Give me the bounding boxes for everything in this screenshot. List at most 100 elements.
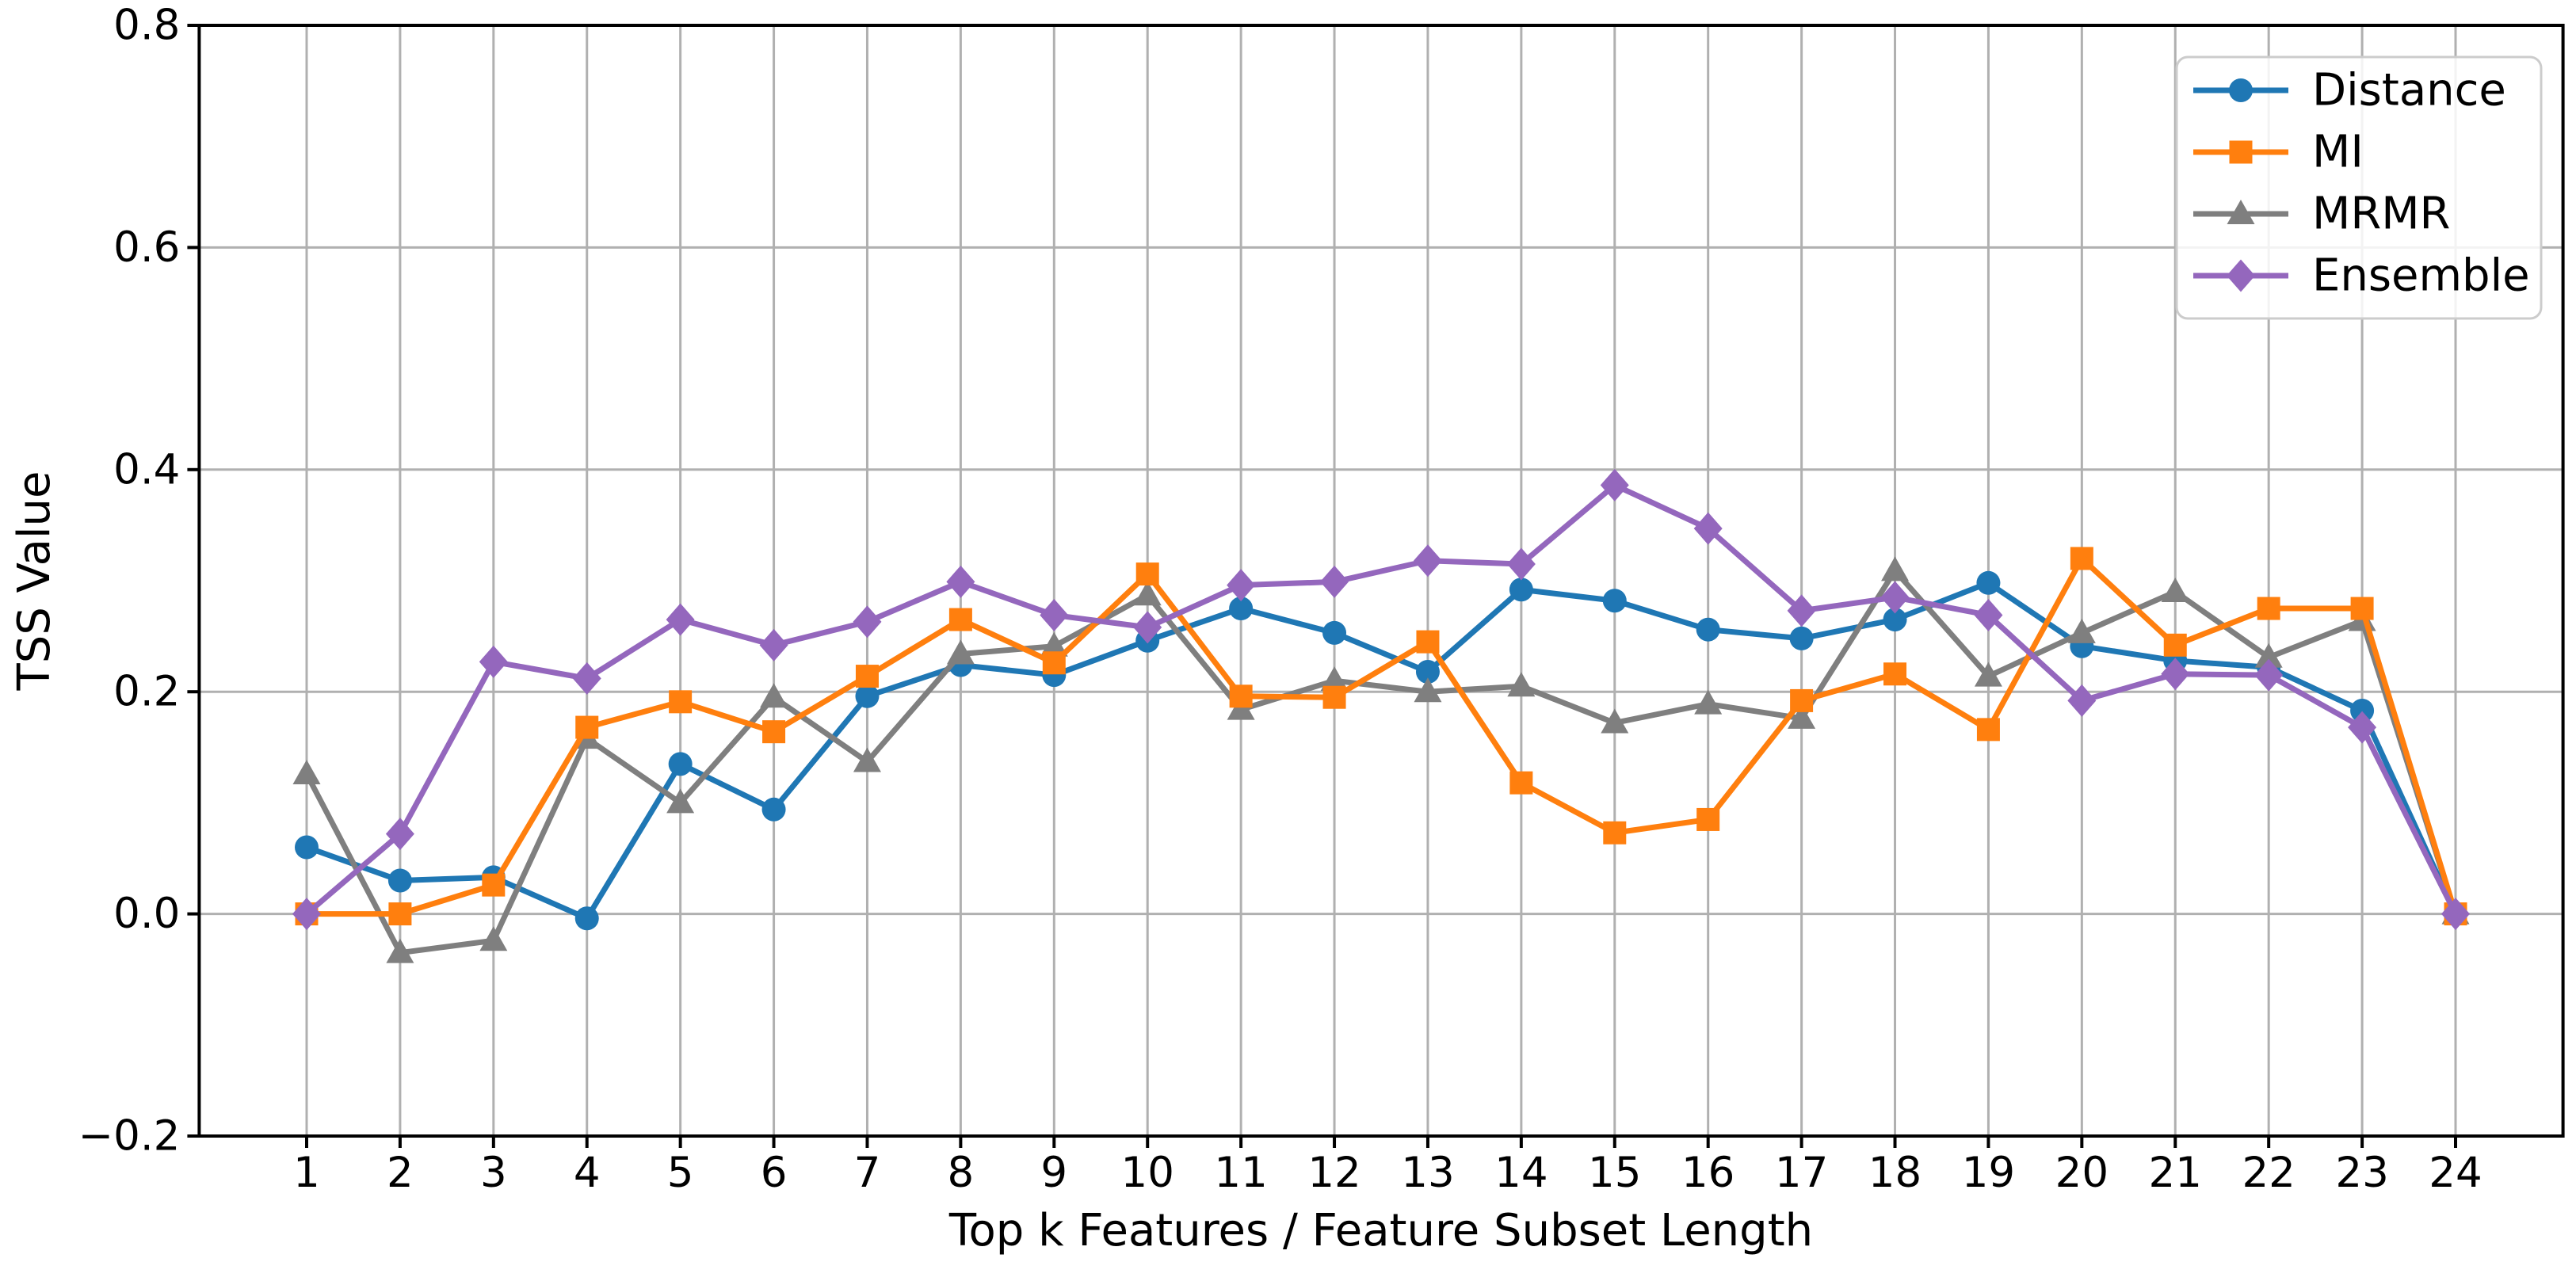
square-marker-mi <box>482 873 506 897</box>
diamond-marker-ensemble <box>759 628 788 662</box>
diamond-marker-ensemble <box>2441 898 2470 931</box>
series-ensemble <box>292 468 2470 931</box>
y-tick-label: 0.4 <box>113 445 180 494</box>
triangle-marker-mrmr <box>1320 666 1349 692</box>
square-marker-mi <box>1229 684 1253 708</box>
square-marker-mi <box>1042 651 1066 675</box>
square-marker-mi <box>2070 547 2093 570</box>
x-tick-label: 5 <box>667 1149 694 1197</box>
y-tick-label: 0.8 <box>113 2 180 50</box>
triangle-marker-mrmr <box>1507 672 1536 697</box>
circle-marker-distance <box>1789 626 1814 650</box>
triangle-marker-mrmr <box>2067 618 2096 643</box>
square-marker-mi <box>575 715 599 739</box>
circle-icon <box>2229 78 2253 102</box>
legend-box <box>2175 55 2543 320</box>
series-line-mrmr <box>303 567 2459 956</box>
square-marker-mi <box>762 720 786 744</box>
x-tick-label: 20 <box>2055 1149 2109 1197</box>
triangle-marker-mrmr <box>292 759 321 784</box>
legend-entry-mrmr: MRMR <box>2193 189 2450 240</box>
diamond-marker-ensemble <box>1413 544 1442 578</box>
x-tick-label: 2 <box>387 1149 414 1197</box>
y-tick-label: −0.2 <box>78 1112 181 1161</box>
series-mi <box>295 547 2467 926</box>
axis-ticks <box>187 24 2457 1148</box>
legend-label-ensemble: Ensemble <box>2312 250 2530 302</box>
x-tick-label: 19 <box>1962 1149 2015 1197</box>
square-marker-mi <box>948 608 972 631</box>
circle-marker-distance <box>1509 578 1533 602</box>
legend: Distance MI MRMR Ensemble <box>2175 55 2543 320</box>
legend-label-distance: Distance <box>2312 65 2506 116</box>
square-marker-mi <box>388 902 412 926</box>
triangle-marker-mrmr <box>1974 662 2002 687</box>
triangle-marker-mrmr <box>1601 708 1629 734</box>
diamond-marker-ensemble <box>1600 468 1629 501</box>
triangle-marker-mrmr <box>386 938 414 963</box>
x-tick-label: 8 <box>948 1149 975 1197</box>
x-tick-label: 16 <box>1681 1149 1735 1197</box>
circle-marker-distance <box>574 906 599 931</box>
square-marker-mi <box>1509 771 1533 795</box>
x-tick-label: 13 <box>1401 1149 1454 1197</box>
circle-marker-distance <box>295 835 319 860</box>
square-marker-mi <box>1416 630 1440 654</box>
x-tick-label: 21 <box>2149 1149 2202 1197</box>
diamond-marker-ensemble <box>572 662 601 695</box>
diamond-marker-ensemble <box>946 565 975 598</box>
y-tick-label: 0.0 <box>113 890 180 938</box>
x-axis-label: Top k Features / Feature Subset Length <box>948 1205 1813 1256</box>
series-distance <box>295 570 2467 931</box>
plot-border <box>197 24 2565 1138</box>
circle-marker-distance <box>855 684 880 708</box>
circle-marker-distance <box>2350 699 2375 723</box>
series-layer <box>292 468 2470 963</box>
circle-marker-distance <box>1883 608 1907 632</box>
x-tick-label: 6 <box>761 1149 788 1197</box>
triangle-marker-mrmr <box>1414 677 1442 703</box>
diamond-marker-ensemble <box>1506 547 1536 581</box>
legend-entry-mi: MI <box>2193 127 2364 178</box>
diamond-marker-ensemble <box>1133 611 1162 644</box>
triangle-marker-mrmr <box>2161 578 2189 603</box>
triangle-marker-mrmr <box>1788 703 1816 729</box>
x-tick-label: 10 <box>1120 1149 1174 1197</box>
x-tick-label: 14 <box>1494 1149 1548 1197</box>
square-icon <box>2229 140 2253 164</box>
square-marker-mi <box>669 690 693 714</box>
x-tick-label: 17 <box>1775 1149 1828 1197</box>
legend-label-mrmr: MRMR <box>2312 189 2450 240</box>
square-marker-mi <box>855 665 879 688</box>
triangle-marker-mrmr <box>853 747 881 772</box>
triangle-marker-mrmr <box>1694 689 1723 715</box>
series-line-ensemble <box>303 482 2459 917</box>
circle-marker-distance <box>668 752 693 776</box>
diamond-marker-ensemble <box>1040 598 1069 631</box>
legend-entry-ensemble: Ensemble <box>2193 250 2530 302</box>
x-tick-label: 11 <box>1214 1149 1267 1197</box>
x-tick-label: 22 <box>2242 1149 2295 1197</box>
circle-marker-distance <box>1696 617 1720 642</box>
diamond-marker-ensemble <box>385 818 414 851</box>
square-marker-mi <box>2257 597 2280 620</box>
square-marker-mi <box>2350 597 2374 620</box>
circle-marker-distance <box>387 868 412 893</box>
triangle-marker-mrmr <box>1881 556 1910 581</box>
x-tick-label: 23 <box>2335 1149 2388 1197</box>
square-marker-mi <box>1976 718 2000 742</box>
legend-label-mi: MI <box>2312 127 2364 178</box>
square-marker-mi <box>1135 562 1159 586</box>
diamond-marker-ensemble <box>1880 581 1910 614</box>
circle-marker-distance <box>1229 597 1254 621</box>
diamond-marker-ensemble <box>479 645 508 678</box>
y-tick-label: 0.2 <box>113 668 180 716</box>
y-tick-label: 0.6 <box>113 223 180 272</box>
triangle-marker-mrmr <box>946 639 975 665</box>
x-tick-label: 1 <box>293 1149 320 1197</box>
square-marker-mi <box>1883 662 1907 686</box>
square-marker-mi <box>2163 633 2187 657</box>
x-tick-label: 9 <box>1040 1149 1067 1197</box>
diamond-marker-ensemble <box>292 898 321 931</box>
